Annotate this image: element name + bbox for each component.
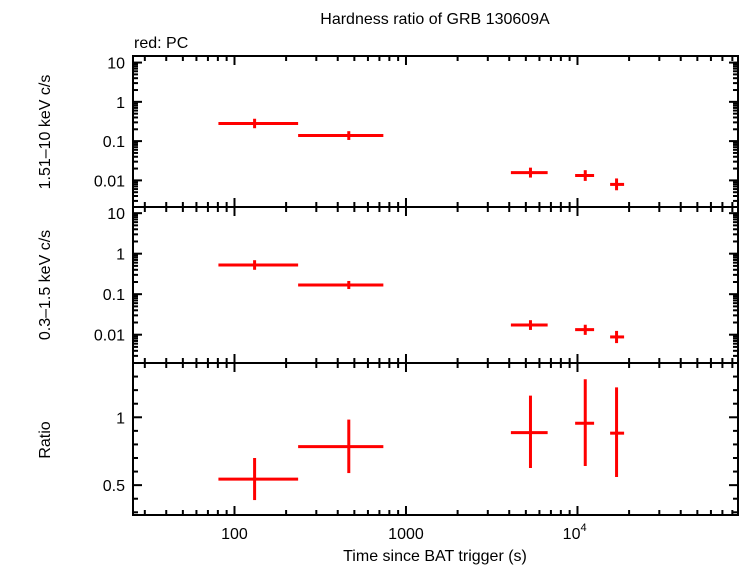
panel-2-y-tick-label: 0.01 xyxy=(94,328,125,345)
panel-1-frame xyxy=(132,55,739,208)
panel-2-y-tick-label: 1 xyxy=(116,247,125,264)
panel-2-frame xyxy=(132,206,739,364)
x-axis-label: Time since BAT trigger (s) xyxy=(343,548,527,565)
panel-2-ylabel: 0.3–1.5 keV c/s xyxy=(37,230,54,340)
panel-2-y-tick-label: 0.1 xyxy=(103,287,125,304)
panel-1-y-tick-label: 0.1 xyxy=(103,134,125,151)
panel-3-ylabel: Ratio xyxy=(37,421,54,458)
chart-title: Hardness ratio of GRB 130609A xyxy=(320,11,550,28)
panel-2-y-tick-label: 10 xyxy=(107,206,125,223)
chart-subtitle: red: PC xyxy=(134,35,188,52)
panel-1-y-tick-label: 10 xyxy=(107,56,125,73)
x-tick-label: 1000 xyxy=(388,526,424,543)
x-tick-label-exponent: 4 xyxy=(580,522,586,534)
panel-3-y-tick-label: 0.5 xyxy=(103,478,125,495)
x-tick-label: 100 xyxy=(221,526,248,543)
panel-3-y-tick-label: 1 xyxy=(116,410,125,427)
x-tick-label: 10 xyxy=(563,526,581,543)
panel-1-y-tick-label: 0.01 xyxy=(94,173,125,190)
panel-3-frame xyxy=(132,362,739,516)
panel-1-ylabel: 1.51–10 keV c/s xyxy=(37,75,54,190)
panel-1-y-tick-label: 1 xyxy=(116,95,125,112)
